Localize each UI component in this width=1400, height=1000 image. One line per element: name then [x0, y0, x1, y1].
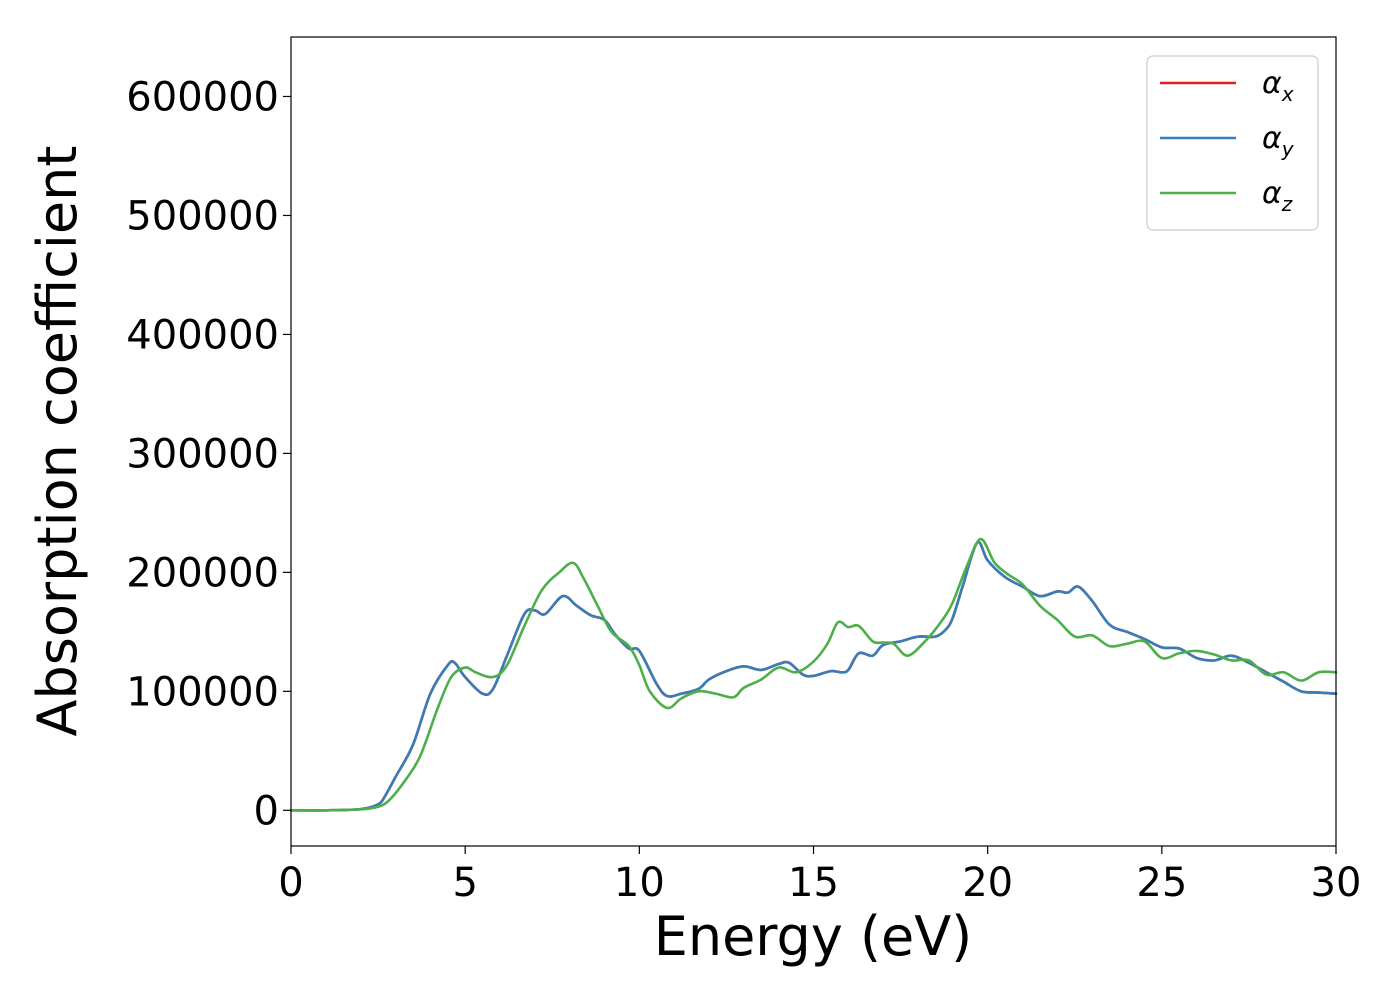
- y-axis: 0 100000 200000 300000 400000 500000 600000: [126, 74, 291, 834]
- x-axis-title: Energy (eV): [654, 905, 973, 968]
- x-tick-label: 30: [1311, 860, 1362, 906]
- legend-label-y: αy: [1262, 121, 1295, 161]
- series-line-z: [289, 537, 1338, 812]
- x-tick-label: 20: [962, 860, 1013, 906]
- x-tick-label: 25: [1136, 860, 1187, 906]
- y-tick-label: 200000: [126, 550, 279, 596]
- legend-label-subscript: y: [1281, 137, 1295, 161]
- legend-label-symbol: α: [1262, 121, 1282, 156]
- x-tick-label: 15: [788, 860, 839, 906]
- legend-label-z: αz: [1262, 176, 1293, 216]
- legend-label-symbol: α: [1262, 66, 1282, 101]
- x-axis: 0 5 10 15 20 25 30: [278, 846, 1361, 906]
- legend-label-x: αx: [1262, 66, 1294, 106]
- series-line-y: [289, 540, 1338, 812]
- series-layer: [289, 537, 1338, 812]
- y-axis-title: Absorption coefficient: [26, 146, 89, 737]
- y-tick-label: 300000: [126, 431, 279, 477]
- y-tick-label: 600000: [126, 74, 279, 120]
- x-tick-label: 10: [614, 860, 665, 906]
- legend-label-subscript: z: [1281, 192, 1293, 216]
- y-tick-label: 0: [254, 788, 279, 834]
- x-tick-label: 0: [278, 860, 303, 906]
- x-tick-label: 5: [452, 860, 477, 906]
- legend-label-symbol: α: [1262, 176, 1282, 211]
- legend-box: [1146, 55, 1319, 231]
- y-tick-label: 400000: [126, 312, 279, 358]
- legend-label-subscript: x: [1281, 82, 1294, 106]
- y-tick-label: 100000: [126, 669, 279, 715]
- y-tick-label: 500000: [126, 193, 279, 239]
